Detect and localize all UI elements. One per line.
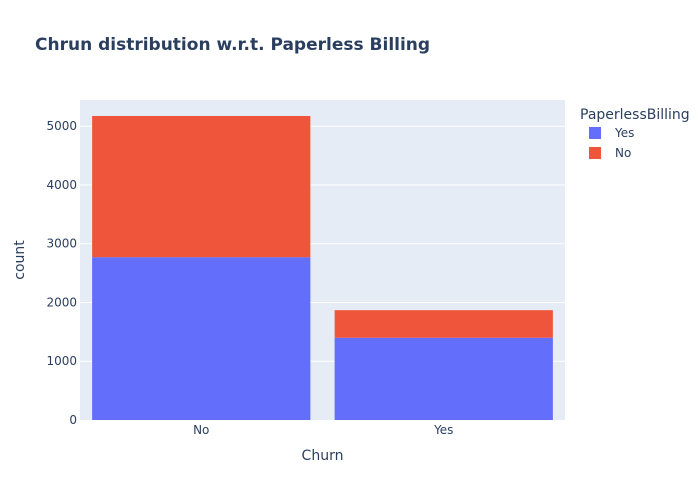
bar-no-yes[interactable] [92,257,311,420]
y-tick-label: 2000 [46,295,77,309]
bars[interactable] [92,115,553,420]
bar-yes-no[interactable] [334,310,553,338]
y-tick-label: 5000 [46,119,77,133]
legend-item-no[interactable]: No [589,146,631,160]
x-tick-labels: No Yes [193,423,453,437]
legend-item-yes[interactable]: Yes [589,126,634,140]
legend-swatch [589,127,601,139]
x-tick-label: Yes [433,423,453,437]
y-tick-label: 1000 [46,354,77,368]
legend[interactable]: PaperlessBilling Yes No [580,107,690,160]
legend-title: PaperlessBilling [580,107,690,123]
bar-no-no[interactable] [92,115,311,258]
legend-items[interactable]: Yes No [589,126,634,160]
legend-swatch [589,147,601,159]
legend-label: No [615,146,631,160]
x-tick-label: No [193,423,209,437]
legend-label: Yes [614,126,634,140]
y-tick-label: 0 [69,413,77,427]
y-tick-label: 3000 [46,237,77,251]
y-tick-labels: 0 1000 2000 3000 4000 5000 [46,119,77,427]
y-tick-label: 4000 [46,178,77,192]
x-axis-title: Churn [302,448,344,464]
y-axis-title: count [12,240,28,280]
chart-title: Chrun distribution w.r.t. Paperless Bill… [35,35,430,55]
bar-yes-yes[interactable] [334,337,553,420]
